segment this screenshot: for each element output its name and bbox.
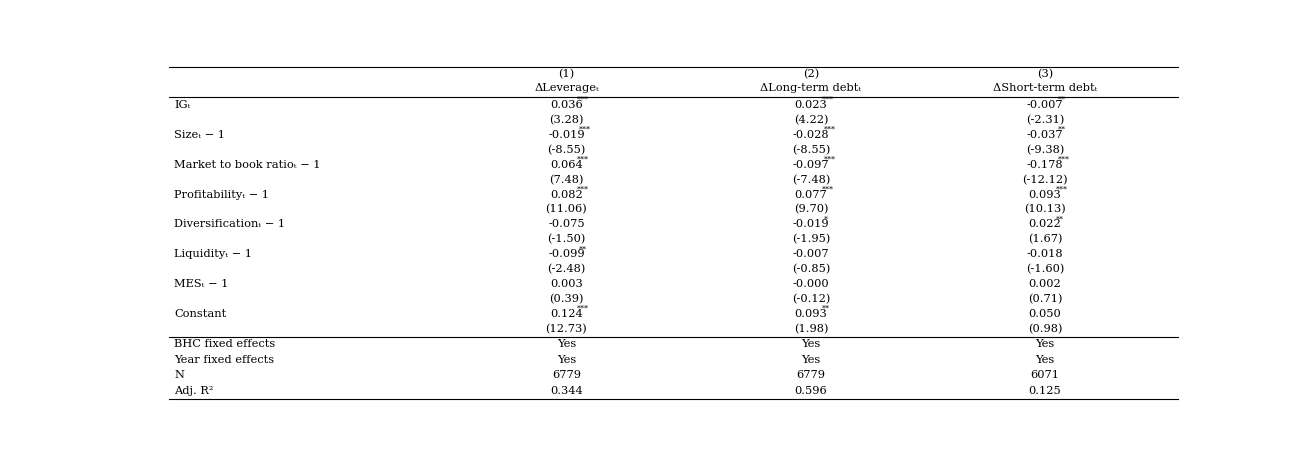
Text: (-2.48): (-2.48) <box>548 264 586 274</box>
Text: Yes: Yes <box>1035 339 1055 349</box>
Text: ΔLeverageₜ: ΔLeverageₜ <box>533 83 599 93</box>
Text: ***: *** <box>577 185 589 193</box>
Text: Diversificationₜ − 1: Diversificationₜ − 1 <box>175 219 285 229</box>
Text: Constant: Constant <box>175 309 227 319</box>
Text: (0.71): (0.71) <box>1028 294 1063 304</box>
Text: **: ** <box>1058 126 1066 133</box>
Text: **: ** <box>1056 215 1064 223</box>
Text: ΔLong-term debtₜ: ΔLong-term debtₜ <box>761 83 862 93</box>
Text: 0.050: 0.050 <box>1029 309 1062 319</box>
Text: (3.28): (3.28) <box>549 115 583 125</box>
Text: -0.019: -0.019 <box>548 130 585 140</box>
Text: (0.39): (0.39) <box>549 294 583 304</box>
Text: 0.077: 0.077 <box>795 190 828 200</box>
Text: MESₜ − 1: MESₜ − 1 <box>175 279 229 289</box>
Text: (3): (3) <box>1037 69 1054 80</box>
Text: -0.178: -0.178 <box>1026 160 1063 170</box>
Text: 0.093: 0.093 <box>1029 190 1062 200</box>
Text: Market to book ratioₜ − 1: Market to book ratioₜ − 1 <box>175 160 321 170</box>
Text: BHC fixed effects: BHC fixed effects <box>175 339 276 349</box>
Text: Year fixed effects: Year fixed effects <box>175 355 275 365</box>
Text: 0.125: 0.125 <box>1029 386 1062 396</box>
Text: -0.097: -0.097 <box>792 160 829 170</box>
Text: (1.98): (1.98) <box>794 324 828 334</box>
Text: (-1.50): (-1.50) <box>548 234 586 245</box>
Text: ***: *** <box>821 185 833 193</box>
Text: Adj. R²: Adj. R² <box>175 386 214 396</box>
Text: 0.124: 0.124 <box>551 309 583 319</box>
Text: 0.344: 0.344 <box>551 386 583 396</box>
Text: IGₜ: IGₜ <box>175 100 191 110</box>
Text: ΔShort-term debtₜ: ΔShort-term debtₜ <box>993 83 1097 93</box>
Text: (1.67): (1.67) <box>1028 234 1063 245</box>
Text: **: ** <box>579 245 587 253</box>
Text: ***: *** <box>1056 185 1068 193</box>
Text: 0.023: 0.023 <box>795 100 828 110</box>
Text: (1): (1) <box>558 69 574 80</box>
Text: 6779: 6779 <box>552 370 581 380</box>
Text: (-1.95): (-1.95) <box>792 234 830 245</box>
Text: (11.06): (11.06) <box>545 204 587 215</box>
Text: -0.007: -0.007 <box>1026 100 1063 110</box>
Text: -0.075: -0.075 <box>548 219 585 229</box>
Text: ***: *** <box>824 126 836 133</box>
Text: (9.70): (9.70) <box>794 204 828 215</box>
Text: -0.019: -0.019 <box>792 219 829 229</box>
Text: ***: *** <box>824 156 836 163</box>
Text: -0.099: -0.099 <box>548 249 585 259</box>
Text: (-1.60): (-1.60) <box>1026 264 1064 274</box>
Text: Profitabilityₜ − 1: Profitabilityₜ − 1 <box>175 190 269 200</box>
Text: (7.48): (7.48) <box>549 174 583 185</box>
Text: Yes: Yes <box>557 339 576 349</box>
Text: (2): (2) <box>803 69 819 80</box>
Text: ***: *** <box>579 126 591 133</box>
Text: -0.018: -0.018 <box>1026 249 1063 259</box>
Text: Yes: Yes <box>557 355 576 365</box>
Text: (10.13): (10.13) <box>1024 204 1066 215</box>
Text: 6779: 6779 <box>796 370 825 380</box>
Text: (-8.55): (-8.55) <box>792 145 830 155</box>
Text: (-12.12): (-12.12) <box>1022 174 1068 185</box>
Text: 0.002: 0.002 <box>1029 279 1062 289</box>
Text: **: ** <box>821 305 829 313</box>
Text: Sizeₜ − 1: Sizeₜ − 1 <box>175 130 226 140</box>
Text: ***: *** <box>821 96 833 104</box>
Text: (-2.31): (-2.31) <box>1026 115 1064 125</box>
Text: **: ** <box>1058 96 1066 104</box>
Text: 6071: 6071 <box>1030 370 1059 380</box>
Text: 0.064: 0.064 <box>551 160 583 170</box>
Text: ***: *** <box>577 305 589 313</box>
Text: -0.028: -0.028 <box>792 130 829 140</box>
Text: ***: *** <box>577 96 589 104</box>
Text: (-7.48): (-7.48) <box>792 174 830 185</box>
Text: 0.082: 0.082 <box>551 190 583 200</box>
Text: *: * <box>824 215 828 223</box>
Text: -0.037: -0.037 <box>1026 130 1063 140</box>
Text: (4.22): (4.22) <box>794 115 828 125</box>
Text: ***: *** <box>1058 156 1070 163</box>
Text: 0.022: 0.022 <box>1029 219 1062 229</box>
Text: (0.98): (0.98) <box>1028 324 1063 334</box>
Text: Yes: Yes <box>1035 355 1055 365</box>
Text: (-0.12): (-0.12) <box>792 294 830 304</box>
Text: ***: *** <box>577 156 589 163</box>
Text: 0.093: 0.093 <box>795 309 828 319</box>
Text: -0.007: -0.007 <box>792 249 829 259</box>
Text: Yes: Yes <box>802 339 820 349</box>
Text: 0.596: 0.596 <box>795 386 828 396</box>
Text: (-9.38): (-9.38) <box>1026 145 1064 155</box>
Text: (12.73): (12.73) <box>545 324 587 334</box>
Text: 0.036: 0.036 <box>551 100 583 110</box>
Text: -0.000: -0.000 <box>792 279 829 289</box>
Text: N: N <box>175 370 184 380</box>
Text: 0.003: 0.003 <box>551 279 583 289</box>
Text: (-8.55): (-8.55) <box>548 145 586 155</box>
Text: Yes: Yes <box>802 355 820 365</box>
Text: Liquidityₜ − 1: Liquidityₜ − 1 <box>175 249 252 259</box>
Text: (-0.85): (-0.85) <box>792 264 830 274</box>
